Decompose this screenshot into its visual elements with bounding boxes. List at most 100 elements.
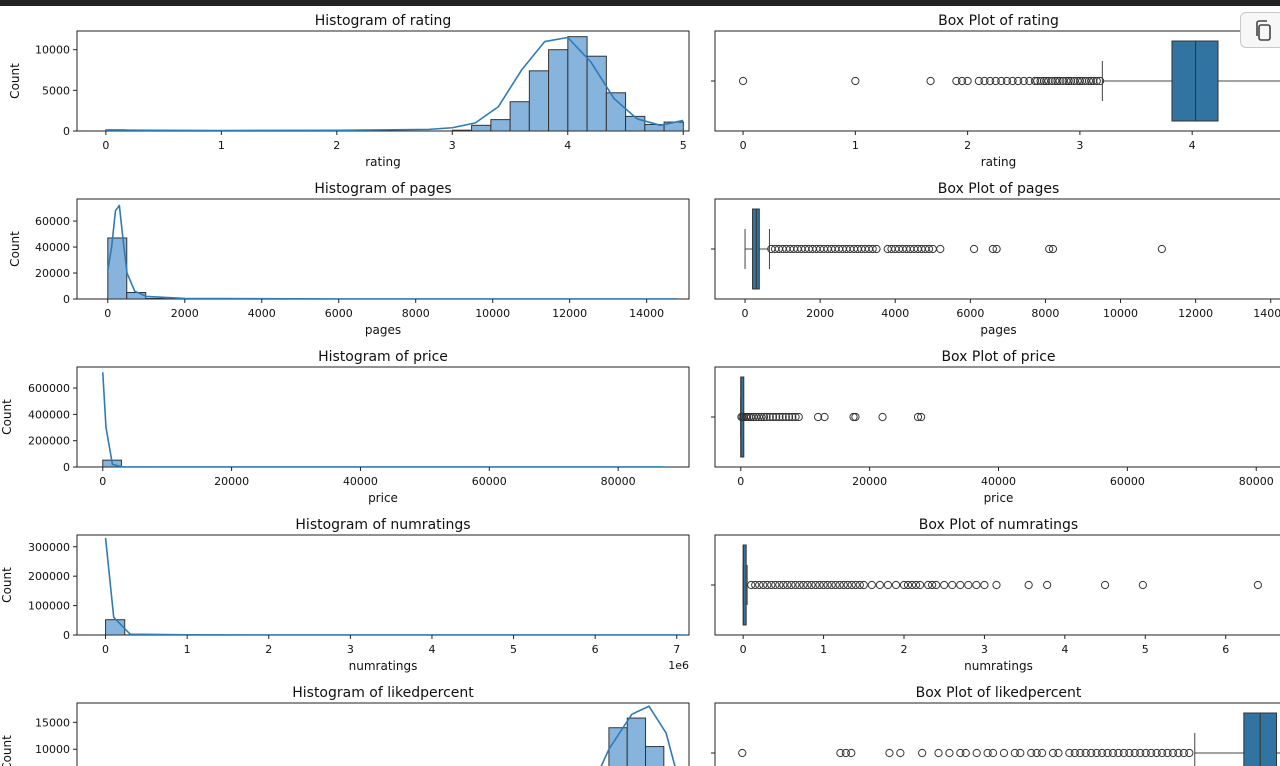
- outlier-point: [985, 76, 995, 86]
- boxplot-2: Box Plot of pages 0 2000 4000 6000 8000 10000 1…: [711, 181, 1280, 337]
- kde-line: [104, 537, 681, 635]
- outlier-point: [841, 748, 850, 758]
- outlier-point: [1179, 748, 1188, 758]
- outlier-point: [775, 412, 784, 422]
- x-tick-label: 4000: [881, 307, 909, 320]
- top-bar: [0, 0, 1280, 6]
- outlier-point: [820, 412, 829, 422]
- x-tick-label: 5: [680, 139, 687, 152]
- x-tick-label: 0: [740, 643, 747, 656]
- x-tick-label: 0: [742, 307, 749, 320]
- x-tick-label: 40000: [343, 475, 378, 488]
- x-tick-label: 10000: [1103, 307, 1138, 320]
- x-axis-label: numratings: [349, 659, 418, 673]
- x-tick-label: 12000: [1178, 307, 1213, 320]
- outlier-point: [787, 580, 796, 590]
- x-tick-label: 0: [104, 307, 111, 320]
- outlier-point: [969, 244, 979, 254]
- outlier-point: [963, 76, 972, 86]
- y-tick-label: 0: [63, 293, 70, 306]
- outlier-point: [779, 580, 788, 590]
- outlier-point: [934, 748, 943, 758]
- outlier-point: [843, 580, 852, 590]
- x-axis-label: numratings: [964, 659, 1033, 673]
- outlier-point: [763, 580, 772, 590]
- outlier-point: [759, 412, 769, 422]
- outlier-point: [992, 244, 1001, 254]
- y-tick-label: 0: [63, 629, 70, 642]
- kde-line: [101, 372, 664, 467]
- copy-button[interactable]: [1240, 12, 1280, 48]
- outlier-point: [972, 748, 981, 758]
- outlier-point: [1039, 76, 1049, 86]
- x-tick-label: 0: [102, 643, 109, 656]
- y-tick-label: 0: [63, 461, 70, 474]
- outlier-point: [752, 412, 761, 422]
- histogram-bar: [509, 101, 530, 131]
- x-tick-label: 8000: [1031, 307, 1059, 320]
- outlier-point: [1130, 748, 1139, 758]
- outlier-point: [768, 412, 778, 422]
- y-axis-label: Count: [8, 231, 22, 267]
- plot-area: [738, 712, 1280, 766]
- outlier-point: [1070, 76, 1079, 86]
- outlier-point: [746, 412, 756, 422]
- boxplot-4: Box Plot of numratings 0 1 2 3 4 5 6 numratings: [711, 517, 1280, 673]
- y-tick-label: 600000: [28, 382, 70, 395]
- outlier-point: [775, 580, 784, 590]
- outlier-point: [997, 76, 1006, 86]
- axes-frame: [76, 198, 690, 300]
- histogram-bar: [626, 717, 647, 766]
- chart-title: Histogram of pages: [314, 181, 451, 197]
- plot-area: [104, 537, 681, 635]
- outlier-point: [932, 580, 941, 590]
- outlier-point: [918, 748, 927, 758]
- outlier-point: [765, 412, 774, 422]
- outlier-point: [847, 748, 856, 758]
- x-tick-label: 4: [564, 139, 571, 152]
- outlier-point: [1157, 748, 1167, 758]
- y-tick-label: 300000: [28, 541, 70, 554]
- outlier-point: [749, 412, 758, 422]
- outlier-point: [980, 580, 989, 590]
- outlier-point: [847, 580, 856, 590]
- histogram-bar: [105, 619, 126, 635]
- outlier-point: [883, 580, 893, 590]
- outlier-point: [885, 748, 894, 758]
- boxplot-5: Box Plot of likedpercent: [711, 685, 1280, 766]
- box-iqr: [1171, 40, 1219, 122]
- outlier-point: [759, 580, 768, 590]
- x-tick-label: 0: [102, 139, 109, 152]
- x-tick-label: 4000: [248, 307, 276, 320]
- outlier-point: [1038, 748, 1047, 758]
- x-tick-label: 1: [852, 139, 859, 152]
- x-tick-label: 2: [901, 643, 908, 656]
- x-tick-label: 40000: [981, 475, 1016, 488]
- outlier-point: [1045, 244, 1054, 254]
- outlier-point: [807, 580, 816, 590]
- outlier-point: [907, 580, 917, 590]
- outlier-point: [991, 76, 1000, 86]
- boxplot-3: Box Plot of price 0 20000 40000 60000 80000 pr…: [711, 349, 1280, 505]
- outlier-point: [974, 76, 983, 86]
- x-tick-label: 2: [333, 139, 340, 152]
- outlier-point: [1042, 76, 1051, 86]
- outlier-point: [957, 76, 967, 86]
- x-tick-label: 1: [820, 643, 827, 656]
- copy-icon: [1256, 20, 1271, 41]
- outlier-point: [803, 580, 812, 590]
- outlier-point: [1014, 76, 1023, 86]
- outlier-point: [1081, 748, 1090, 758]
- histogram-1: Histogram of rating 0 1 2 3 4 5 rating 0 5000 1000…: [8, 13, 690, 169]
- outlier-point: [1027, 748, 1036, 758]
- outlier-point: [878, 412, 887, 422]
- x-axis-label: pages: [365, 323, 401, 337]
- outlier-point: [781, 412, 790, 422]
- x-tick-label: 2000: [806, 307, 834, 320]
- x-tick-label: 20000: [214, 475, 249, 488]
- outlier-point: [815, 580, 824, 590]
- histogram-bar: [567, 36, 588, 131]
- outlier-point: [795, 580, 804, 590]
- outlier-point: [952, 76, 961, 86]
- y-tick-label: 400000: [28, 408, 70, 421]
